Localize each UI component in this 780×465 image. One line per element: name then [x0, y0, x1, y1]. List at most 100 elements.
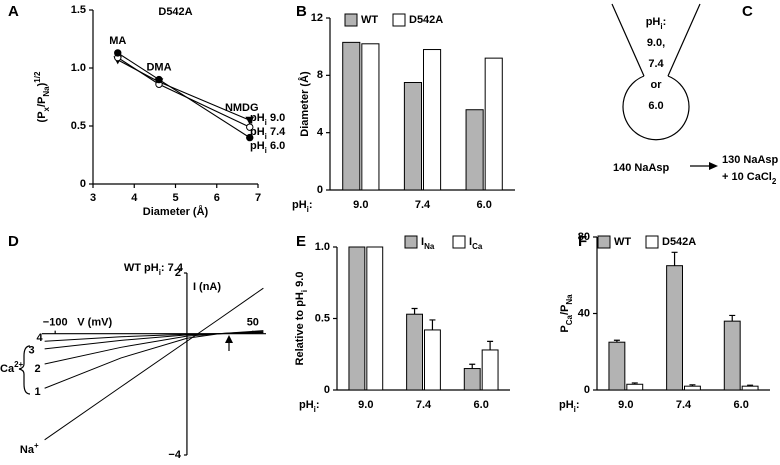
- text-part: /P: [559, 305, 571, 315]
- text-part: :: [309, 199, 313, 211]
- legend-swatch: [597, 235, 611, 249]
- series-label: Na+: [20, 440, 39, 455]
- x-tick-label: 3: [90, 192, 96, 204]
- bar: [406, 313, 423, 391]
- text-part: + 10 CaCl: [722, 171, 772, 183]
- x-tick-label: 7.4: [416, 399, 432, 411]
- text-part: Na: [565, 294, 574, 305]
- y-tick-label: 4: [317, 127, 324, 139]
- arrow-head: [709, 162, 718, 170]
- x-tick-label: 7.4: [676, 399, 692, 411]
- y-tick-label: 1.5: [71, 4, 86, 16]
- legend-label: INa: [421, 236, 435, 251]
- y-axis-label: Diameter (Å): [298, 71, 311, 137]
- group-label: Ca2+: [0, 360, 24, 375]
- text-part: pH: [646, 16, 661, 28]
- marker: [155, 75, 163, 84]
- panel-letter: F: [578, 233, 587, 250]
- legend-label: ICa: [469, 236, 483, 251]
- bar: [424, 329, 441, 391]
- text-part: Na: [20, 444, 35, 456]
- series-line: [44, 332, 264, 342]
- point-label: NMDG: [225, 102, 259, 114]
- ca-bracket: [18, 345, 31, 395]
- text-part: 7.4: [648, 58, 664, 70]
- solution-label: 130 NaAsp: [722, 154, 779, 166]
- x-axis-label: pHi:: [299, 399, 320, 414]
- error-bar: [747, 384, 754, 387]
- text-part: +: [34, 440, 39, 449]
- y-tick-label: 80: [578, 231, 590, 243]
- text-part: 130 NaAsp: [722, 154, 779, 166]
- text-part: pH: [559, 399, 574, 411]
- panel-letter: C: [742, 3, 753, 20]
- y-tick-label: 0: [584, 384, 590, 396]
- series-label: 1: [35, 386, 41, 398]
- bar: [484, 57, 503, 191]
- text-part: i: [265, 146, 267, 155]
- text-part: x: [42, 106, 51, 111]
- y-tick-label: 1.0: [71, 62, 86, 74]
- bar: [403, 82, 422, 191]
- pipette-label: pHi:: [646, 16, 667, 31]
- legend-label: D542A: [409, 14, 443, 26]
- pipette-diagram: [611, 3, 718, 170]
- bar: [666, 265, 684, 391]
- legend-label: pHi 6.0: [250, 140, 285, 155]
- marker: [246, 123, 254, 131]
- text-part: i: [307, 205, 309, 214]
- x-axis-label: pHi:: [292, 199, 313, 214]
- bar: [684, 385, 701, 391]
- pipette-label: 9.0,: [647, 37, 665, 49]
- text-part: (P: [36, 111, 48, 122]
- panel-letter: D: [8, 233, 19, 250]
- text-part: ): [36, 82, 48, 86]
- legend-label: D542A: [662, 236, 696, 248]
- text-part: :: [316, 399, 320, 411]
- error-bar: [411, 307, 418, 315]
- y-tick-label: 0.5: [71, 120, 86, 132]
- legend-label: WT: [361, 14, 378, 26]
- legend-swatch: [452, 235, 466, 249]
- error-bar: [631, 382, 638, 385]
- reversal-arrow-head: [225, 335, 233, 343]
- legend-label: WT: [614, 236, 631, 248]
- y-axis-label: (Px/PNa)1/2: [33, 71, 51, 122]
- text-part: 9.0,: [647, 37, 665, 49]
- bar: [741, 385, 759, 391]
- y-tick-label: 12: [311, 12, 323, 24]
- bar: [465, 109, 484, 191]
- text-part: i: [159, 268, 161, 277]
- series-label: 3: [29, 345, 35, 357]
- legend-swatch: [645, 235, 659, 249]
- bar: [463, 368, 481, 391]
- text-part: i: [265, 118, 267, 127]
- x-tick-label: 4: [131, 192, 138, 204]
- panel-letter: B: [296, 3, 307, 20]
- x-tick-label: 50: [247, 317, 259, 329]
- text-part: i: [660, 22, 662, 31]
- legend-label: pHi 9.0: [250, 112, 285, 127]
- text-part: I: [421, 236, 424, 248]
- x-tick-label: 6: [214, 192, 220, 204]
- solution-label: + 10 CaCl2: [722, 171, 777, 186]
- bar: [348, 246, 366, 391]
- legend-swatch: [392, 13, 406, 27]
- text-part: pH: [250, 126, 265, 138]
- bar: [423, 49, 442, 191]
- text-part: 6.0: [648, 100, 663, 112]
- marker: [114, 49, 122, 57]
- y-axis-label: I (nA): [193, 281, 221, 293]
- chart-title: D542A: [158, 6, 192, 18]
- x-tick-label: 6.0: [734, 399, 749, 411]
- text-part: 7.4: [267, 126, 286, 138]
- x-tick-label: 6.0: [477, 199, 492, 211]
- legend-swatch: [344, 13, 358, 27]
- text-part: I: [469, 236, 472, 248]
- series-label: 4: [37, 332, 44, 344]
- point-label: MA: [109, 35, 126, 47]
- text-part: Ca: [565, 314, 574, 325]
- series-label: 2: [35, 363, 41, 375]
- bar: [723, 320, 741, 391]
